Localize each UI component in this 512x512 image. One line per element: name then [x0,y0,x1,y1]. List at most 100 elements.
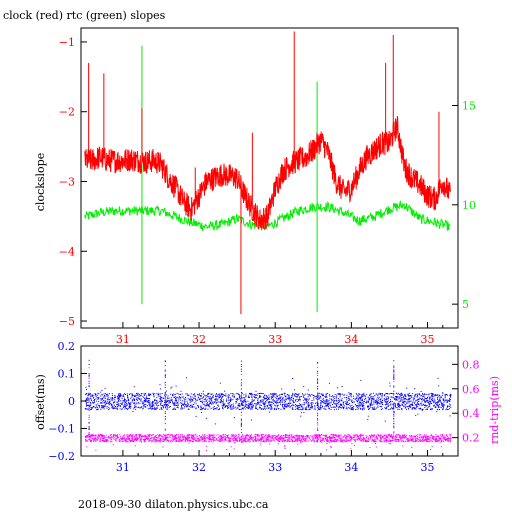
offset-point [320,402,322,404]
rndtrip-point [306,440,308,442]
offset-point [399,406,401,408]
offset-point [390,399,391,401]
offset-point [174,405,176,407]
offset-point [394,397,396,399]
offset-point [393,360,395,362]
offset-point [317,378,319,380]
offset-point [330,401,332,403]
rndtrip-point [252,440,254,442]
offset-point [176,397,178,399]
rndtrip-point [445,434,447,436]
offset-point [329,408,330,410]
offset-point [124,399,125,401]
offset-point [104,400,106,402]
offset-point [195,408,197,410]
offset-point [172,402,174,404]
offset-point [358,403,360,405]
offset-point [113,406,115,408]
rndtrip-point [386,439,388,441]
offset-point [227,399,229,401]
rndtrip-point [259,439,261,441]
rndtrip-point [343,441,345,443]
rndtrip-point [132,436,134,438]
offset-point [211,398,213,400]
rndtrip-point [205,445,207,447]
rndtrip-point [407,438,409,440]
offset-point [268,403,270,405]
offset-point [207,408,209,410]
rndtrip-point [232,436,234,438]
offset-point [91,407,93,409]
offset-point [124,405,126,407]
offset-point [131,393,133,395]
offset-point [327,399,329,401]
offset-point [103,400,105,401]
rndtrip-point [293,437,295,439]
offset-point [357,394,359,396]
offset-point [198,407,199,409]
offset-point [230,405,232,407]
offset-point [111,404,113,406]
offset-point [311,394,313,395]
offset-point [245,393,247,395]
x-tick-label: 33 [268,333,282,346]
offset-point [205,401,207,403]
offset-point [196,399,198,401]
offset-point [222,402,224,404]
rndtrip-point [409,435,411,437]
offset-point [219,401,221,403]
offset-point [395,398,397,400]
rndtrip-point [95,437,97,439]
offset-point [391,393,392,394]
y-tick-label: −5 [59,315,75,328]
offset-point [299,403,301,405]
offset-point [362,406,364,408]
offset-point [329,398,331,400]
offset-point [304,408,306,410]
offset-point [401,393,403,395]
rndtrip-point [406,434,408,436]
offset-point [360,405,362,407]
offset-point [273,394,275,396]
rndtrip-point [173,437,175,439]
rndtrip-point [415,435,417,437]
rndtrip-point [414,439,416,440]
rndtrip-point [381,434,383,436]
offset-point [240,397,242,399]
offset-point [239,403,241,405]
offset-point [220,398,222,400]
offset-point [192,399,194,401]
rndtrip-point [151,435,153,437]
rndtrip-point [380,440,382,442]
offset-point [355,393,357,395]
offset-point [360,402,362,403]
offset-point [390,400,392,402]
offset-point [395,405,396,407]
offset-point [421,398,423,400]
offset-point [270,409,272,411]
rndtrip-point [340,438,342,440]
offset-point [412,399,414,401]
offset-point [100,407,102,409]
offset-point [414,395,416,397]
rndtrip-point [138,435,140,437]
offset-point [134,407,136,408]
rndtrip-point [396,436,398,438]
offset-point [223,394,225,396]
rndtrip-point [94,438,96,440]
rndtrip-point [403,437,405,439]
rndtrip-point [263,439,265,441]
rndtrip-point [280,435,282,437]
offset-point [110,397,112,399]
offset-point [365,395,367,397]
rndtrip-point [174,435,176,437]
offset-point [244,408,246,410]
offset-point [426,399,428,401]
offset-point [210,398,212,400]
offset-point [439,409,440,410]
rndtrip-point [319,437,321,439]
offset-point [155,399,157,401]
offset-point [147,401,149,403]
offset-point [142,405,144,407]
rndtrip-point [371,437,373,439]
